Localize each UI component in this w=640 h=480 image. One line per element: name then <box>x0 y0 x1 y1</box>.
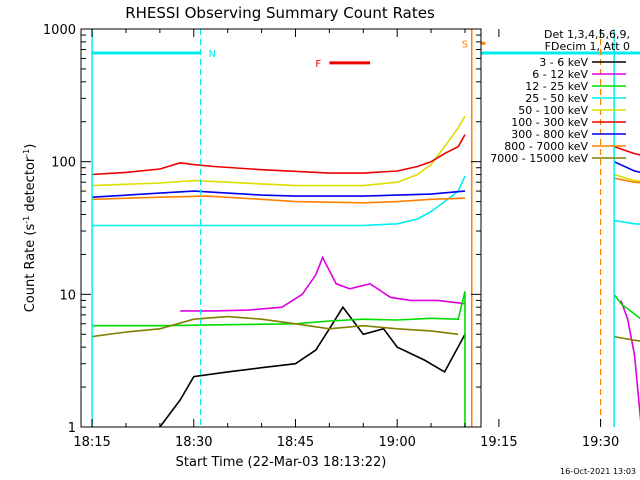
y-tick-label: 100 <box>51 156 76 171</box>
y-tick-label: 1000 <box>43 23 76 38</box>
flags-layer: N S F <box>91 29 640 427</box>
x-tick-label: 18:15 <box>73 435 110 450</box>
series-layer <box>91 115 640 428</box>
series-line <box>613 173 640 182</box>
series-line <box>92 190 466 198</box>
series-line <box>613 160 640 173</box>
plot-frame <box>80 28 482 428</box>
series-line <box>613 145 640 156</box>
y-axis: 1 10 100 1000 <box>43 23 481 436</box>
flag-label: F <box>315 59 321 70</box>
x-tick-label: 19:15 <box>480 435 517 450</box>
flag-label: S <box>462 39 468 50</box>
series-1 <box>180 255 640 422</box>
series-line <box>613 219 640 225</box>
legend-header-line1: Det 1,3,4,5,6,9, <box>544 28 630 41</box>
y-axis-label: Count Rate (s-1 detector-1) <box>22 144 38 313</box>
legend-label: 25 - 50 keV <box>525 92 588 105</box>
series-line <box>613 293 640 320</box>
legend-label: 300 - 800 keV <box>511 128 588 141</box>
y-tick-label: 1 <box>68 421 76 436</box>
series-6 <box>92 160 640 198</box>
flag-0: N <box>91 29 640 427</box>
legend-label: 7000 - 15000 keV <box>490 152 588 165</box>
y-label-part3: ) <box>23 144 38 149</box>
series-line <box>92 134 466 176</box>
legend-label: 6 - 12 keV <box>532 68 588 81</box>
series-5 <box>92 134 640 176</box>
legend: Det 1,3,4,5,6,9, FDecim 1, Att 0 3 - 6 k… <box>490 28 630 165</box>
legend-label: 3 - 6 keV <box>539 56 588 69</box>
flag-label: N <box>209 49 216 60</box>
legend-label: 12 - 25 keV <box>525 80 588 93</box>
series-7 <box>92 177 640 204</box>
x-axis-label: Start Time (22-Mar-03 18:13:22) <box>176 455 387 470</box>
series-line <box>613 177 640 184</box>
footer-timestamp: 16-Oct-2021 13:03 <box>560 467 636 476</box>
x-tick-label: 19:00 <box>378 435 415 450</box>
y-tick-label: 10 <box>59 288 76 303</box>
x-tick-label: 18:30 <box>175 435 212 450</box>
y-label-sup2: -1 <box>22 149 31 157</box>
y-label-part1: Count Rate (s <box>23 224 38 313</box>
y-label-sup1: -1 <box>22 216 31 224</box>
series-8 <box>91 315 640 342</box>
x-tick-label: 18:45 <box>277 435 314 450</box>
series-line <box>92 291 466 427</box>
x-tick-label: 19:30 <box>582 435 619 450</box>
series-line <box>92 195 466 204</box>
y-label-part2: detector <box>23 156 38 216</box>
series-line <box>180 255 466 312</box>
series-line <box>91 315 459 338</box>
series-2 <box>92 291 640 427</box>
flag-1: S <box>462 29 602 427</box>
series-line <box>92 115 466 187</box>
flag-2: F <box>315 59 371 70</box>
series-line <box>613 335 640 342</box>
series-4 <box>92 115 640 187</box>
series-3 <box>92 175 640 227</box>
chart-title: RHESSI Observing Summary Count Rates <box>125 4 435 22</box>
series-line <box>620 300 640 422</box>
legend-label: 800 - 7000 keV <box>504 140 588 153</box>
legend-header-line2: FDecim 1, Att 0 <box>545 40 630 53</box>
legend-label: 50 - 100 keV <box>518 104 588 117</box>
legend-label: 100 - 300 keV <box>511 116 588 129</box>
